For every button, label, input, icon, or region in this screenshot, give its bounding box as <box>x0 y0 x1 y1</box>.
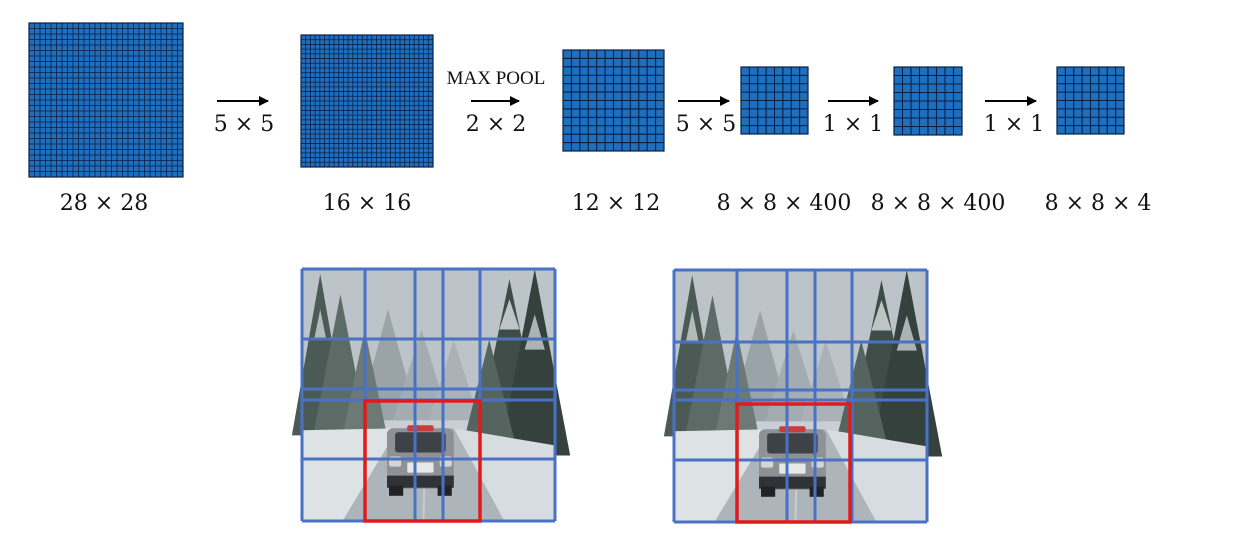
tensor-label-4: 8 × 8 × 400 <box>717 191 852 216</box>
highlight-window <box>363 399 482 523</box>
operation-name-label: MAX POOL <box>447 68 546 89</box>
road-photo-1 <box>290 267 572 523</box>
tensor-block-2 <box>300 34 434 168</box>
tensor-block-4 <box>740 66 809 135</box>
operation-2: 2 × 2 MAX POOL <box>447 68 546 137</box>
tensor-block-6 <box>1056 66 1125 135</box>
operation-kernel-label: 5 × 5 <box>214 112 274 137</box>
grid-overlay <box>672 268 929 524</box>
highlight-window <box>735 402 852 524</box>
tensor-label-5: 8 × 8 × 400 <box>871 191 1006 216</box>
operation-1: 5 × 5 <box>214 96 274 137</box>
operation-5: 1 × 1 <box>984 96 1044 137</box>
tensor-label-3: 12 × 12 <box>572 191 660 216</box>
operation-kernel-label: 5 × 5 <box>676 112 736 137</box>
operation-kernel-label: 1 × 1 <box>823 112 883 137</box>
tensor-label-1: 28 × 28 <box>60 191 148 216</box>
road-photo-2 <box>662 268 944 524</box>
tensor-label-6: 8 × 8 × 4 <box>1045 191 1152 216</box>
tensor-label-2: 16 × 16 <box>323 191 411 216</box>
tensor-block-1 <box>28 22 184 178</box>
operation-kernel-label: 2 × 2 <box>466 112 526 137</box>
operation-4: 1 × 1 <box>823 96 883 137</box>
operation-3: 5 × 5 <box>676 96 736 137</box>
operation-kernel-label: 1 × 1 <box>984 112 1044 137</box>
grid-overlay <box>300 267 557 523</box>
tensor-block-3 <box>562 49 665 152</box>
tensor-block-5 <box>893 66 963 136</box>
